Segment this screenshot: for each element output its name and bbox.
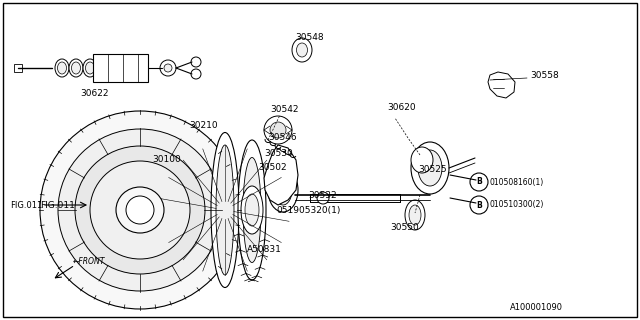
- Text: 30525: 30525: [418, 165, 447, 174]
- Ellipse shape: [241, 186, 263, 234]
- Text: 010508160(1): 010508160(1): [490, 178, 544, 187]
- Ellipse shape: [296, 43, 307, 57]
- Circle shape: [474, 176, 484, 186]
- Text: A100001090: A100001090: [510, 302, 563, 311]
- Ellipse shape: [418, 150, 442, 186]
- Text: 010510300(2): 010510300(2): [490, 201, 545, 210]
- Ellipse shape: [116, 187, 164, 233]
- Ellipse shape: [90, 161, 190, 259]
- Bar: [310, 194, 400, 202]
- Ellipse shape: [211, 132, 239, 287]
- Circle shape: [126, 196, 154, 224]
- Circle shape: [317, 192, 329, 204]
- Ellipse shape: [405, 200, 425, 230]
- Ellipse shape: [86, 62, 95, 74]
- Ellipse shape: [40, 111, 240, 309]
- Ellipse shape: [292, 38, 312, 62]
- Ellipse shape: [58, 62, 67, 74]
- Polygon shape: [488, 72, 515, 98]
- Circle shape: [474, 199, 484, 209]
- Text: 30550: 30550: [390, 223, 419, 233]
- Circle shape: [164, 64, 172, 72]
- Ellipse shape: [245, 194, 259, 226]
- Ellipse shape: [238, 140, 266, 280]
- Ellipse shape: [58, 129, 222, 291]
- Ellipse shape: [75, 146, 205, 274]
- Text: A50831: A50831: [247, 245, 282, 254]
- Text: 30530: 30530: [264, 148, 292, 157]
- Ellipse shape: [268, 168, 298, 212]
- Text: 30502: 30502: [258, 163, 287, 172]
- Ellipse shape: [83, 59, 97, 77]
- Text: 30542: 30542: [270, 106, 298, 115]
- Circle shape: [191, 69, 201, 79]
- Circle shape: [160, 60, 176, 76]
- Ellipse shape: [216, 145, 234, 275]
- Bar: [14, 64, 22, 72]
- Text: B: B: [476, 178, 482, 187]
- Text: 30546: 30546: [268, 133, 296, 142]
- Ellipse shape: [411, 147, 433, 173]
- Polygon shape: [264, 145, 298, 205]
- Text: FIG.011: FIG.011: [40, 202, 75, 211]
- Text: B: B: [476, 201, 482, 210]
- Text: ←FRONT: ←FRONT: [73, 258, 106, 267]
- Ellipse shape: [69, 59, 83, 77]
- Ellipse shape: [55, 59, 69, 77]
- Text: 30210: 30210: [189, 122, 218, 131]
- Circle shape: [270, 122, 286, 138]
- Text: FIG.011: FIG.011: [10, 201, 42, 210]
- Ellipse shape: [274, 175, 292, 205]
- Ellipse shape: [243, 157, 261, 262]
- Text: 30532: 30532: [308, 190, 337, 199]
- Text: 30622: 30622: [80, 89, 109, 98]
- Ellipse shape: [411, 142, 449, 194]
- Text: 30558: 30558: [530, 71, 559, 81]
- Circle shape: [191, 57, 201, 67]
- Circle shape: [470, 173, 488, 191]
- Text: 051905320(1): 051905320(1): [276, 205, 340, 214]
- Text: 30620: 30620: [387, 102, 415, 111]
- Circle shape: [470, 196, 488, 214]
- Bar: [93, 54, 148, 82]
- Text: 30548: 30548: [295, 34, 324, 43]
- Text: 30100: 30100: [152, 156, 180, 164]
- Ellipse shape: [72, 62, 81, 74]
- Ellipse shape: [409, 205, 421, 225]
- Circle shape: [264, 116, 292, 144]
